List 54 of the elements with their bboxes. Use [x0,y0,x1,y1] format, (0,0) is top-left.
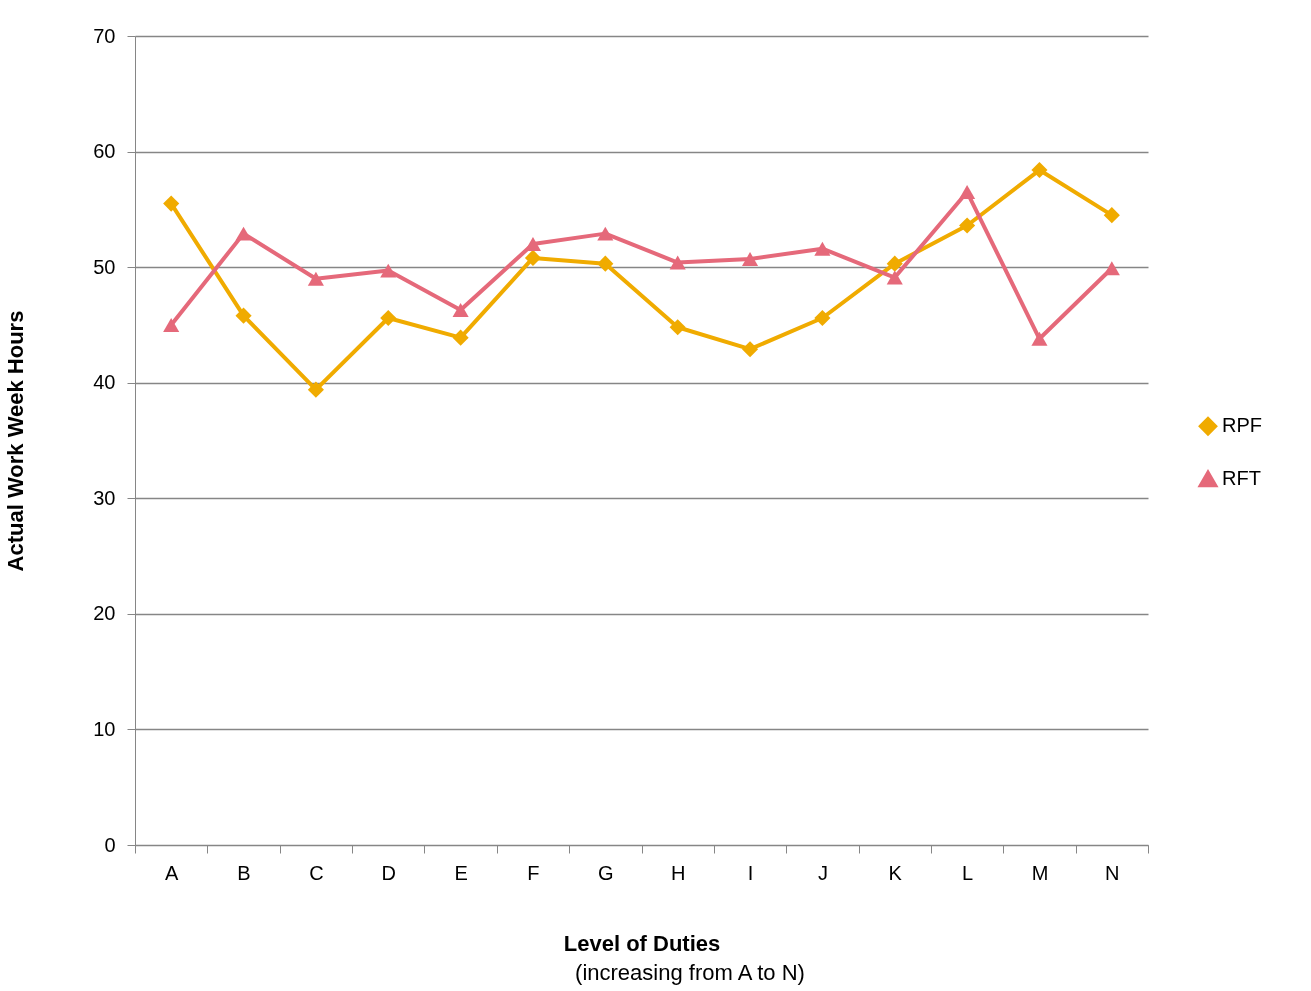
text: (increasing from A to N) [574,960,806,986]
point [1031,331,1048,346]
x-tick-label: G [598,861,614,884]
point [452,302,469,317]
y-tick-label: 50 [93,255,116,278]
x-tick-label: M [1031,861,1049,884]
x-tick-label: L [962,861,974,884]
point [524,249,542,266]
point [886,270,903,285]
x-tick-label: F [527,861,540,884]
point [597,226,614,241]
point [163,317,180,332]
x-tick-label: N [1105,861,1120,884]
x-tick-label: J [817,861,828,884]
point [741,341,759,358]
y-tick-label: 40 [93,371,116,394]
x-tick-label: B [237,861,251,884]
y-axis-title: Actual Work Week Hours [3,310,29,572]
point [380,309,397,327]
y-tick-label: 60 [93,140,116,163]
point [1031,162,1048,179]
point [669,319,686,336]
point [1103,261,1120,276]
point [741,252,759,267]
point [235,226,252,241]
point [959,185,976,199]
point [669,255,686,270]
point [163,195,180,212]
point [235,307,252,324]
y-tick-label: 30 [93,486,116,509]
point [380,263,397,278]
point [307,271,324,286]
x-tick-label: K [888,861,903,884]
x-axis-title: Level of Duties [563,930,721,956]
point [814,241,831,256]
point [1103,207,1120,224]
point [886,255,903,272]
y-tick-label: 20 [93,602,116,625]
point [959,217,976,234]
legend-label: RFT [1222,467,1261,490]
point [597,255,614,272]
x-tick-label: I [747,861,754,884]
x-tick-label: A [165,861,180,884]
y-tick-label: 70 [93,24,116,47]
legend-label: RPF [1222,414,1262,437]
x-tick-label: D [381,861,396,884]
x-tick-label: C [309,861,324,884]
x-tick-label: H [670,861,686,884]
point [307,381,324,398]
point [814,309,831,327]
y-tick-label: 0 [104,833,116,856]
x-tick-label: E [454,861,468,884]
y-tick-label: 10 [93,717,116,740]
point [452,329,469,346]
